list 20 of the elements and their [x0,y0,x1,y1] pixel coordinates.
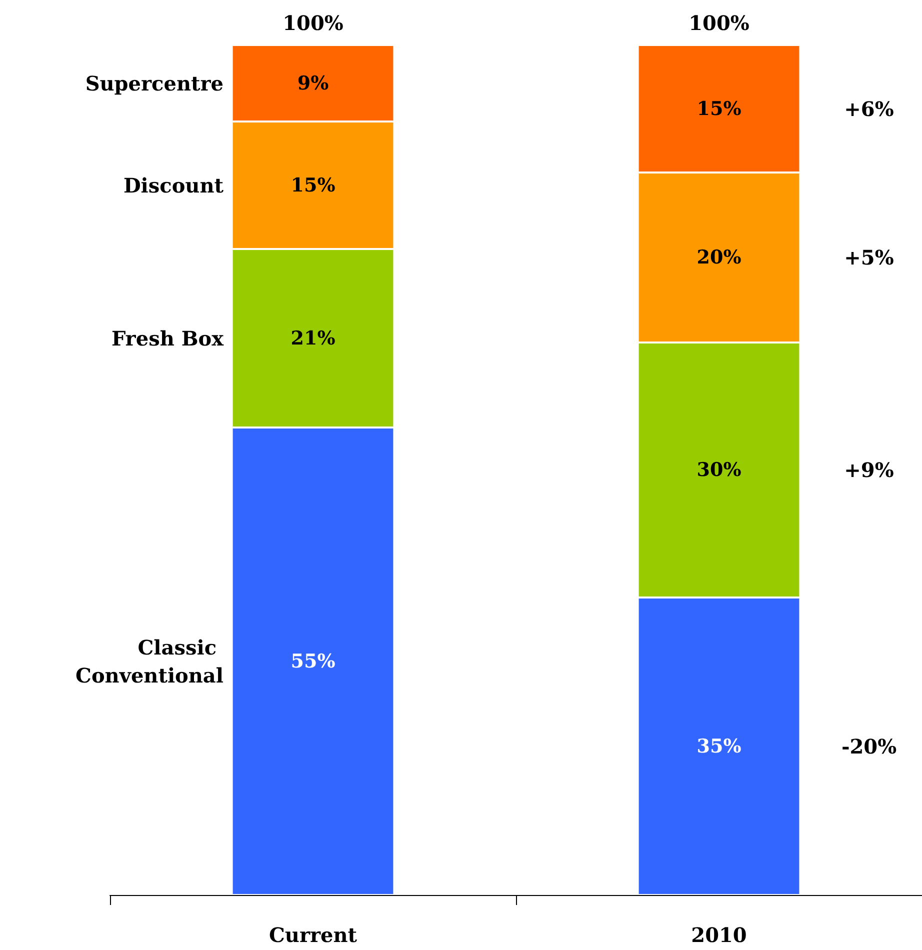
total-label: 100% [282,11,344,35]
data-label: 35% [696,735,742,758]
total-label: 100% [688,11,750,35]
annotation: +5% [844,246,894,270]
series-label: Classic Conventional [76,635,224,688]
data-label: 15% [696,98,742,120]
data-label: 9% [297,72,329,94]
data-label: 55% [290,650,336,672]
data-label: 20% [696,246,742,268]
series-label: Supercentre [85,71,224,96]
annotation: +6% [844,96,894,121]
data-label: 30% [696,459,742,481]
data-label: 15% [290,174,336,196]
series-label: Discount [123,173,224,198]
x-tick-label: 2010 [691,923,747,947]
data-label: 21% [290,327,336,350]
annotation: +9% [844,458,894,482]
annotation: -20% [841,734,897,758]
x-tick-label: Current [268,923,358,947]
series-label: Fresh Box [111,326,225,350]
